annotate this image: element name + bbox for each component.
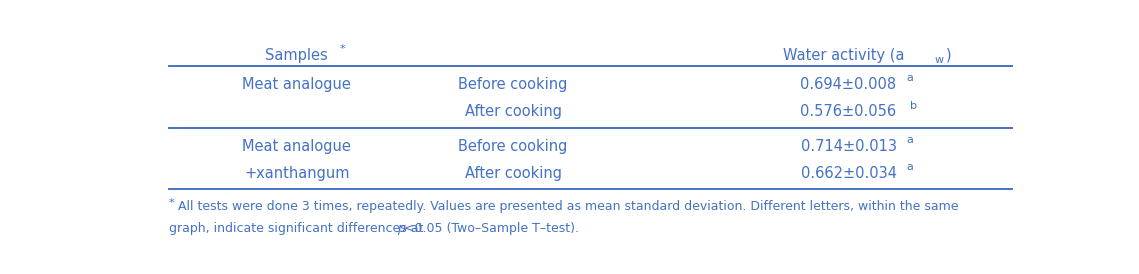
- Text: Meat analogue: Meat analogue: [243, 139, 351, 154]
- Text: p: p: [396, 222, 404, 235]
- Text: After cooking: After cooking: [465, 104, 562, 119]
- Text: 0.576±0.056: 0.576±0.056: [801, 104, 896, 119]
- Text: *: *: [339, 44, 345, 54]
- Text: 0.714±0.013: 0.714±0.013: [801, 139, 896, 154]
- Text: a: a: [906, 73, 912, 83]
- Text: 0.662±0.034: 0.662±0.034: [801, 166, 896, 181]
- Text: a: a: [906, 162, 912, 172]
- Text: 0.694±0.008: 0.694±0.008: [801, 77, 896, 92]
- Text: All tests were done 3 times, repeatedly. Values are presented as mean standard d: All tests were done 3 times, repeatedly.…: [178, 200, 958, 213]
- Text: a: a: [906, 135, 912, 145]
- Text: Samples: Samples: [265, 47, 328, 62]
- Text: After cooking: After cooking: [465, 166, 562, 181]
- Text: +xanthangum: +xanthangum: [244, 166, 350, 181]
- Text: w: w: [934, 55, 943, 65]
- Text: *: *: [169, 198, 174, 207]
- Text: Meat analogue: Meat analogue: [243, 77, 351, 92]
- Text: <0.05 (Two–Sample T–test).: <0.05 (Two–Sample T–test).: [403, 222, 579, 235]
- Text: Before cooking: Before cooking: [458, 139, 568, 154]
- Text: Before cooking: Before cooking: [458, 77, 568, 92]
- Text: ): ): [945, 47, 951, 62]
- Text: Water activity (a: Water activity (a: [784, 47, 904, 62]
- Text: b: b: [910, 101, 917, 111]
- Text: graph, indicate significant differences at: graph, indicate significant differences …: [169, 222, 427, 235]
